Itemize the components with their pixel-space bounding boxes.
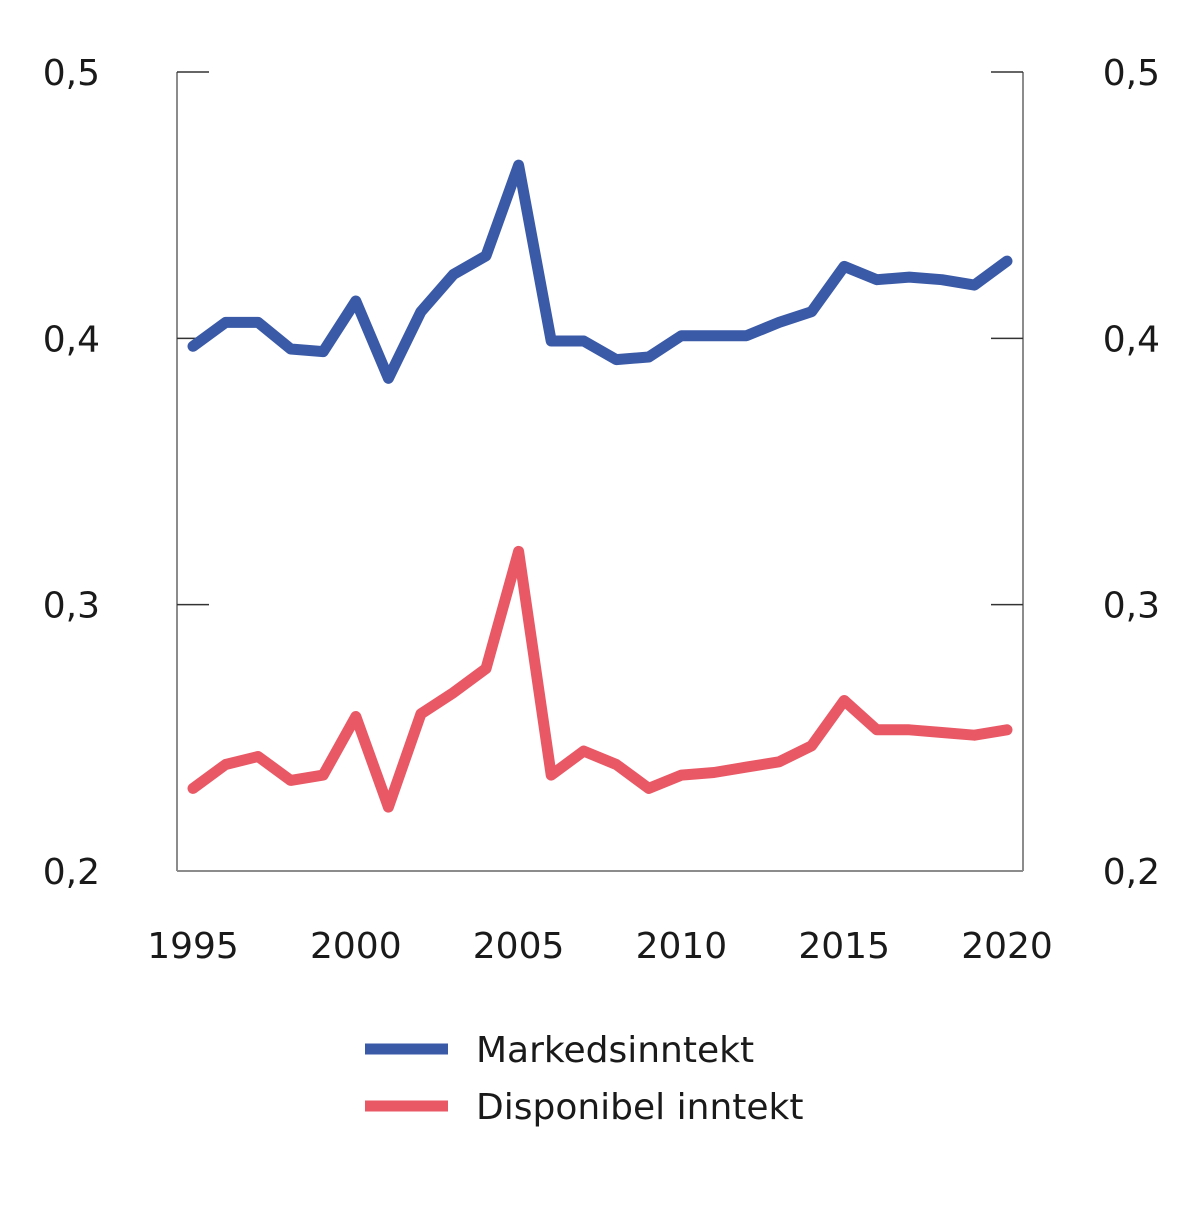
y-tick-label-right: 0,3: [1103, 586, 1160, 627]
y-tick-label-left: 0,2: [43, 852, 100, 893]
y-tick-label-right: 0,4: [1103, 319, 1160, 360]
y-tick-label-left: 0,3: [43, 586, 100, 627]
series-layer: [187, 159, 1013, 813]
series-line-disponibel-inntekt: [187, 545, 1013, 813]
tick-labels: 0,2 0,2 0,3 0,3 0,4 0,4 0,5 0,5 1995 2000 2005 2010…: [43, 53, 1160, 967]
y-tick-label-left: 0,4: [43, 319, 100, 360]
x-tick-label: 2000: [310, 926, 402, 967]
x-tick-label: 1995: [147, 926, 239, 967]
x-tick-label: 2010: [636, 926, 728, 967]
x-tick-label: 2020: [961, 926, 1053, 967]
axes: [176, 71, 1024, 872]
x-tick-label: 2015: [798, 926, 890, 967]
y-tick-label-right: 0,5: [1103, 53, 1160, 94]
series-line-markedsinntekt: [187, 159, 1013, 384]
y-tick-label-left: 0,5: [43, 53, 100, 94]
legend: Markedsinntekt Disponibel inntekt: [365, 1030, 803, 1128]
x-tick-label: 2005: [473, 926, 565, 967]
legend-label: Disponibel inntekt: [476, 1087, 803, 1128]
legend-label: Markedsinntekt: [476, 1030, 754, 1071]
y-tick-label-right: 0,2: [1103, 852, 1160, 893]
